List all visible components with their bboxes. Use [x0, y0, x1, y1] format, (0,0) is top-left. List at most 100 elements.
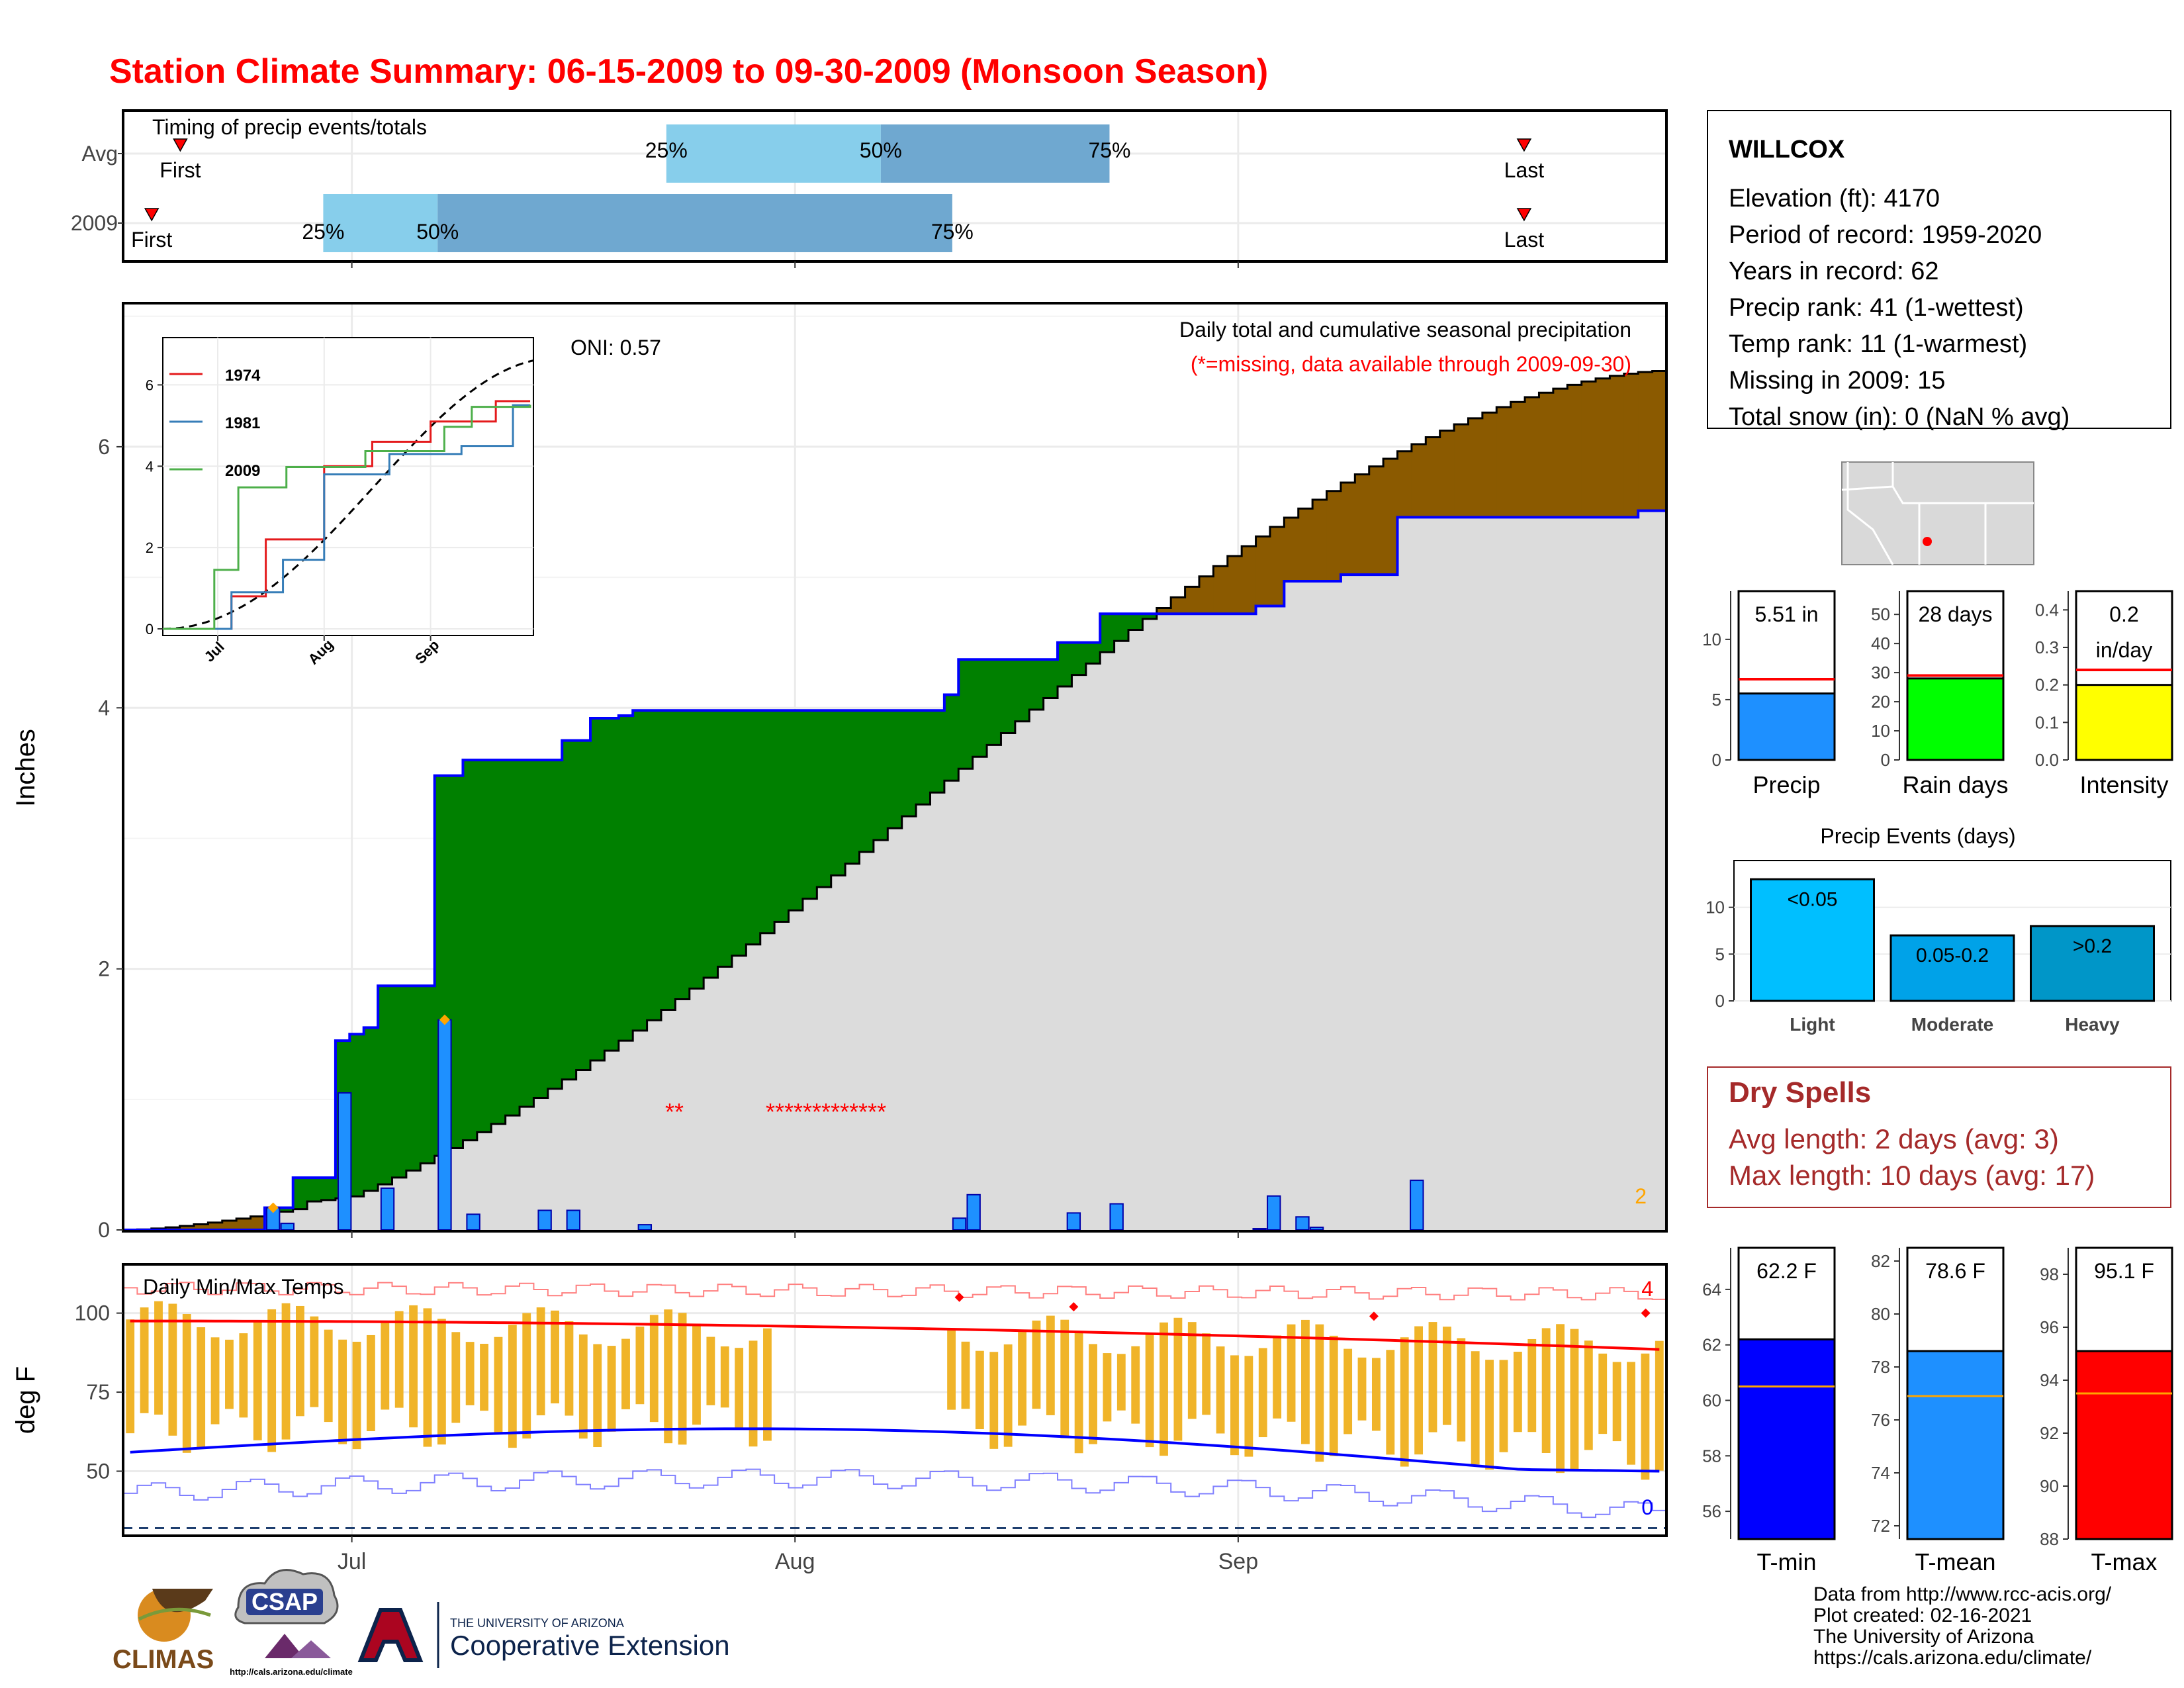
gauge-rain-days: 0 10 20 30 40 50 28 days Rain days	[1871, 590, 2009, 798]
base-area	[873, 840, 888, 1230]
record-high-marker	[1641, 1308, 1651, 1318]
daily-temp-bar	[352, 1341, 361, 1450]
daily-temp-bar	[1018, 1332, 1026, 1426]
daily-temp-bar	[989, 1352, 999, 1449]
gauge-tick-label: 0.3	[2035, 637, 2059, 657]
inset-y-tick-label: 2	[146, 539, 154, 556]
last-marker	[1516, 138, 1532, 152]
drier-than-avg-area	[1199, 576, 1214, 614]
events-tick-label: 5	[1715, 944, 1725, 964]
drier-than-avg-area	[1553, 389, 1568, 518]
daily-temp-bar	[366, 1335, 375, 1432]
wetter-than-avg-area	[817, 710, 832, 888]
daily-temp-bar	[649, 1315, 659, 1423]
base-area	[293, 1209, 308, 1230]
daily-temp-bar	[210, 1337, 220, 1425]
x-tick-label: Aug	[775, 1549, 815, 1574]
base-area	[675, 999, 690, 1230]
base-area	[463, 1140, 478, 1230]
base-area	[788, 910, 803, 1230]
gauge-value-label: in/day	[2096, 638, 2152, 662]
base-area	[987, 745, 1001, 1230]
drier-than-avg-area	[1411, 444, 1426, 518]
events-bar-label: >0.2	[2073, 935, 2112, 957]
precip-ylabel: Inches	[11, 729, 40, 807]
wetter-than-avg-area	[916, 710, 931, 805]
wetter-than-avg-area	[859, 710, 874, 852]
wetter-than-avg-area	[1001, 659, 1016, 733]
events-tick-label: 10	[1706, 898, 1725, 917]
wetter-than-avg-area	[788, 710, 803, 911]
daily-temp-bar	[437, 1319, 446, 1445]
daily-temp-bar	[635, 1327, 645, 1405]
wetter-than-avg-area	[831, 710, 846, 876]
daily-temp-bar	[1556, 1324, 1565, 1474]
q50-label: 50%	[860, 138, 902, 162]
daily-temp-bar	[1513, 1351, 1522, 1432]
daily-temp-bar	[1046, 1315, 1055, 1415]
daily-precip-bar	[1295, 1216, 1310, 1231]
quartile-bar-50-75	[880, 124, 1110, 183]
base-area	[774, 921, 790, 1230]
drier-than-avg-area	[222, 1220, 237, 1230]
daily-temp-bar	[536, 1307, 545, 1416]
station-info-box: WILLCOX Elevation (ft): 4170 Period of r…	[1707, 110, 2171, 431]
daily-temp-bar	[1371, 1358, 1381, 1431]
wetter-than-avg-area	[520, 760, 534, 1107]
record-marker	[439, 1014, 450, 1025]
temp-content	[123, 1282, 1666, 1529]
wetter-than-avg-area	[647, 710, 662, 1021]
wetter-than-avg-area	[604, 718, 619, 1051]
base-area	[449, 1148, 463, 1230]
gauge-bar	[1906, 677, 2005, 761]
daily-temp-bar	[1273, 1335, 1282, 1419]
drier-than-avg-area	[1610, 375, 1625, 518]
daily-temp-bar	[1641, 1353, 1650, 1480]
climas-logo: CLIMAS	[113, 1589, 214, 1674]
gauge-tick-label: 60	[1702, 1390, 1721, 1410]
wetter-than-avg-area	[463, 760, 478, 1141]
daily-temp-bar	[1386, 1350, 1395, 1455]
precip-chart-title: Daily total and cumulative seasonal prec…	[1179, 318, 1631, 342]
daily-temp-bar	[1173, 1317, 1183, 1441]
inset-y-tick-label: 6	[146, 377, 154, 393]
y-tick-label: 50	[86, 1459, 110, 1483]
base-area	[1085, 663, 1101, 1230]
wetter-than-avg-area	[321, 1178, 336, 1200]
gauge-bar	[2075, 684, 2173, 761]
daily-temp-bar	[1457, 1338, 1466, 1442]
base-area	[901, 816, 917, 1230]
base-area	[958, 769, 974, 1230]
drier-than-avg-area	[1581, 381, 1596, 518]
drier-than-avg-area	[1383, 459, 1398, 575]
precip-daily-bars	[266, 1014, 1424, 1231]
base-area	[817, 887, 832, 1230]
daily-temp-bar	[749, 1340, 758, 1447]
page-title: Station Climate Summary: 06-15-2009 to 0…	[109, 52, 1268, 91]
station-line: Elevation (ft): 4170	[1729, 185, 1940, 212]
wetter-than-avg-area	[279, 1207, 294, 1212]
daily-temp-bar	[621, 1338, 630, 1409]
wetter-than-avg-area	[660, 710, 676, 1010]
avg-low-line	[130, 1427, 1660, 1473]
gauge-tick-label: 90	[2040, 1476, 2059, 1496]
gauge-tick-label: 0.4	[2035, 600, 2059, 620]
base-area	[1567, 517, 1582, 1230]
base-area	[1340, 575, 1355, 1230]
base-area	[406, 1170, 421, 1230]
q75-label: 75%	[1088, 138, 1130, 162]
first-marker	[144, 208, 159, 222]
base-area	[1284, 581, 1299, 1230]
base-area	[604, 1051, 619, 1230]
wetter-than-avg-area	[307, 1178, 322, 1201]
base-area	[349, 1196, 365, 1230]
drier-than-avg-area	[1510, 402, 1525, 518]
base-area	[1439, 517, 1455, 1230]
drier-than-avg-area	[1156, 608, 1171, 614]
daily-temp-bar	[961, 1341, 970, 1409]
drier-than-avg-area	[1185, 586, 1200, 614]
base-area	[1638, 510, 1653, 1230]
drier-than-avg-area	[1242, 546, 1257, 614]
gauge-precip: 0 5 10 5.51 in Precip	[1702, 590, 1836, 798]
